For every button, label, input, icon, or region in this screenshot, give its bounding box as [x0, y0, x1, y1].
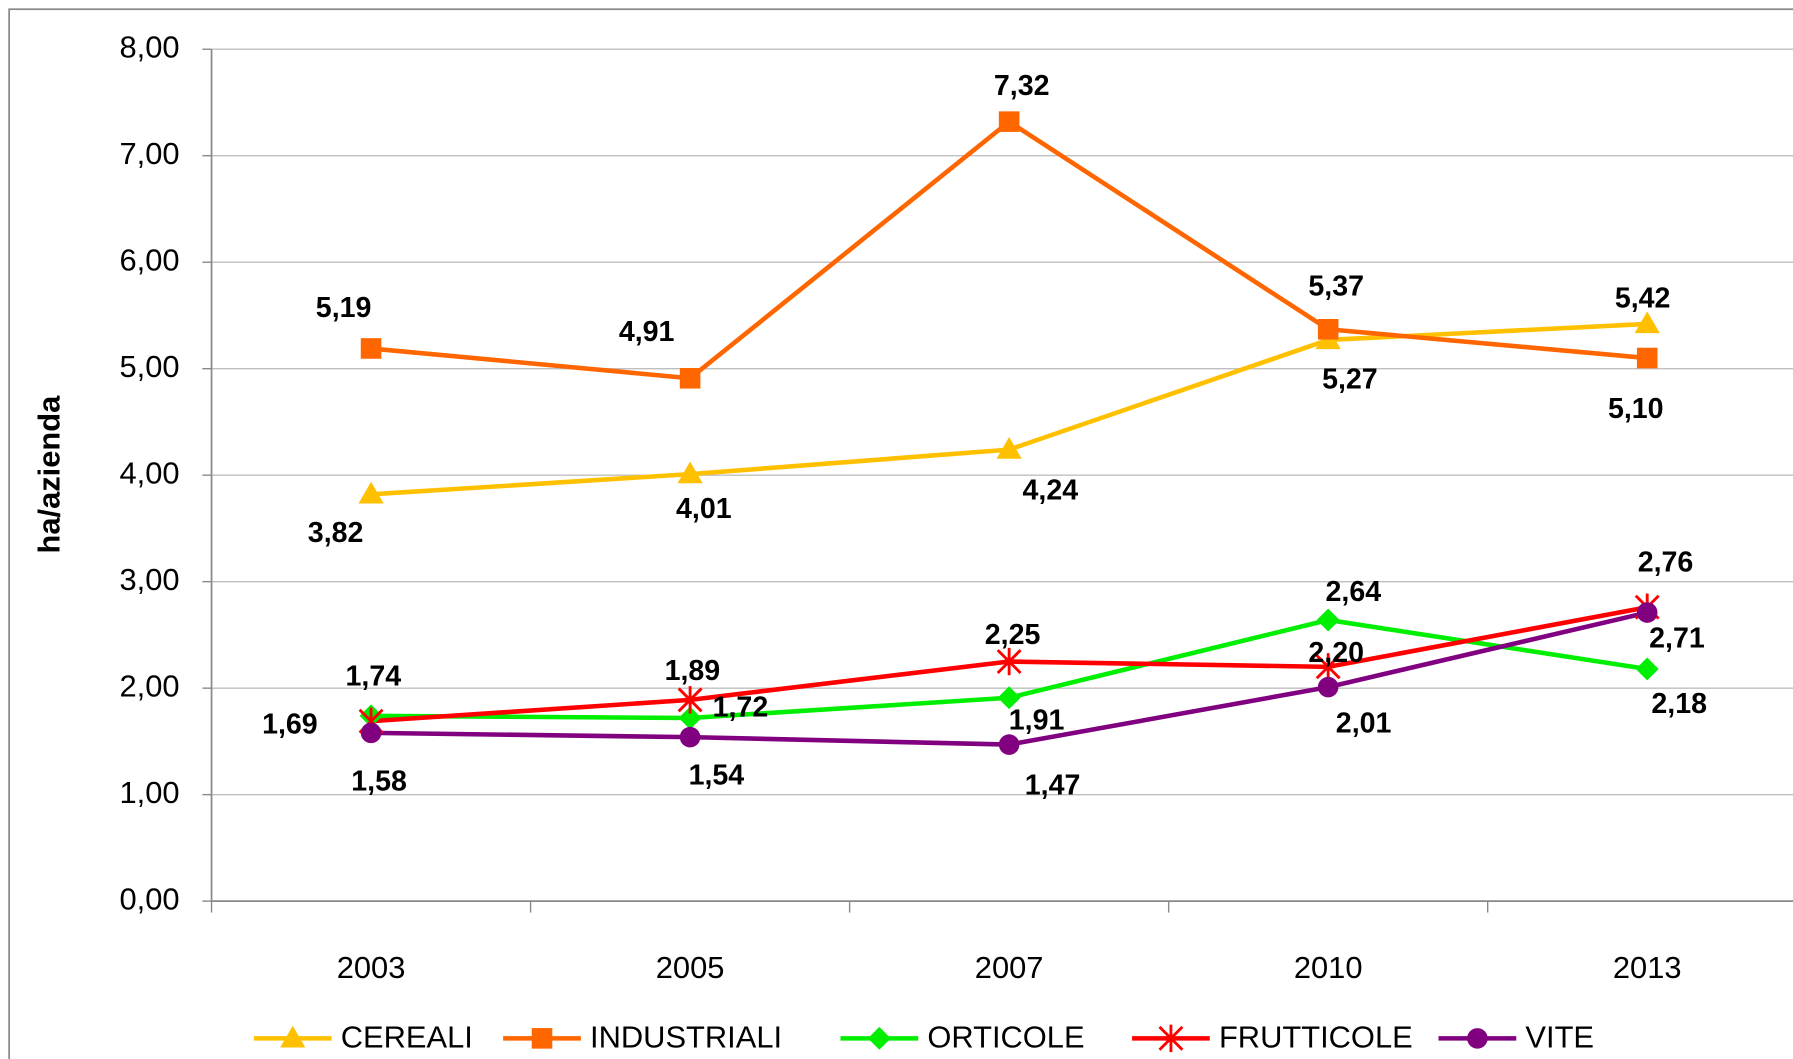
data-point	[1634, 311, 1660, 334]
data-label: 2,20	[1308, 637, 1364, 669]
data-point	[358, 481, 384, 504]
data-label: 4,24	[1022, 474, 1078, 506]
data-label: 5,10	[1608, 393, 1664, 425]
legend-marker	[1158, 1024, 1184, 1053]
y-axis-label: ha/azienda	[32, 395, 67, 554]
y-tick-label: 0,00	[119, 881, 179, 916]
legend-label: INDUSTRIALI	[590, 1020, 782, 1055]
x-tick-label: 2007	[975, 950, 1044, 985]
y-tick-label: 8,00	[119, 29, 179, 64]
y-tick-label: 3,00	[119, 562, 179, 597]
legend-label: ORTICOLE	[927, 1020, 1084, 1055]
x-tick-label: 2013	[1613, 950, 1682, 985]
data-point	[996, 437, 1022, 459]
data-point	[679, 726, 701, 748]
chart-frame	[8, 8, 1793, 1059]
legend-label: FRUTTICOLE	[1219, 1020, 1413, 1055]
data-label: 2,01	[1336, 707, 1392, 739]
data-label: 4,91	[619, 316, 675, 348]
data-point	[1635, 657, 1659, 681]
data-point	[679, 367, 701, 389]
data-label: 5,19	[316, 292, 372, 324]
y-tick-label: 2,00	[119, 668, 179, 703]
y-tick-label: 4,00	[119, 455, 179, 490]
legend-label: CEREALI	[341, 1020, 473, 1055]
data-label: 5,27	[1322, 364, 1378, 396]
data-label: 1,91	[1009, 704, 1065, 736]
data-point	[998, 111, 1020, 132]
data-label: 1,54	[689, 760, 745, 792]
data-label: 2,64	[1326, 576, 1382, 608]
x-tick-label: 2010	[1294, 950, 1363, 985]
data-point	[1315, 653, 1341, 681]
legend-marker	[280, 1025, 306, 1048]
data-point	[677, 686, 703, 714]
data-point	[1317, 676, 1339, 698]
data-label: 3,82	[308, 517, 364, 549]
data-label: 4,01	[676, 493, 732, 525]
legend-label: VITE	[1525, 1020, 1594, 1055]
data-point	[360, 722, 382, 744]
data-point	[998, 734, 1020, 755]
y-tick-label: 5,00	[119, 349, 179, 384]
data-label: 2,25	[985, 619, 1041, 651]
legend-marker	[1467, 1028, 1488, 1049]
data-label: 1,58	[351, 766, 407, 798]
data-point	[678, 706, 702, 730]
data-point	[1636, 347, 1658, 369]
data-point	[677, 461, 703, 484]
data-point	[997, 686, 1021, 710]
data-label: 7,32	[994, 70, 1050, 102]
y-tick-label: 1,00	[119, 775, 179, 810]
x-tick-label: 2005	[656, 950, 725, 985]
data-label: 1,69	[262, 708, 318, 740]
data-label: 1,74	[346, 661, 402, 693]
data-label: 1,47	[1025, 769, 1081, 801]
data-label: 2,71	[1649, 623, 1705, 655]
data-label: 5,37	[1308, 271, 1364, 303]
y-tick-label: 7,00	[119, 136, 179, 171]
y-tick-label: 6,00	[119, 242, 179, 277]
data-point	[996, 647, 1022, 676]
data-point	[1636, 602, 1658, 623]
data-label: 2,18	[1651, 688, 1707, 720]
data-label: 1,72	[713, 691, 769, 723]
data-label: 2,76	[1638, 546, 1694, 578]
legend-marker	[531, 1028, 553, 1049]
data-label: 5,42	[1615, 283, 1671, 315]
data-label: 1,89	[665, 655, 721, 687]
data-point	[1317, 319, 1339, 340]
data-point	[360, 338, 382, 359]
x-tick-label: 2003	[337, 950, 406, 985]
